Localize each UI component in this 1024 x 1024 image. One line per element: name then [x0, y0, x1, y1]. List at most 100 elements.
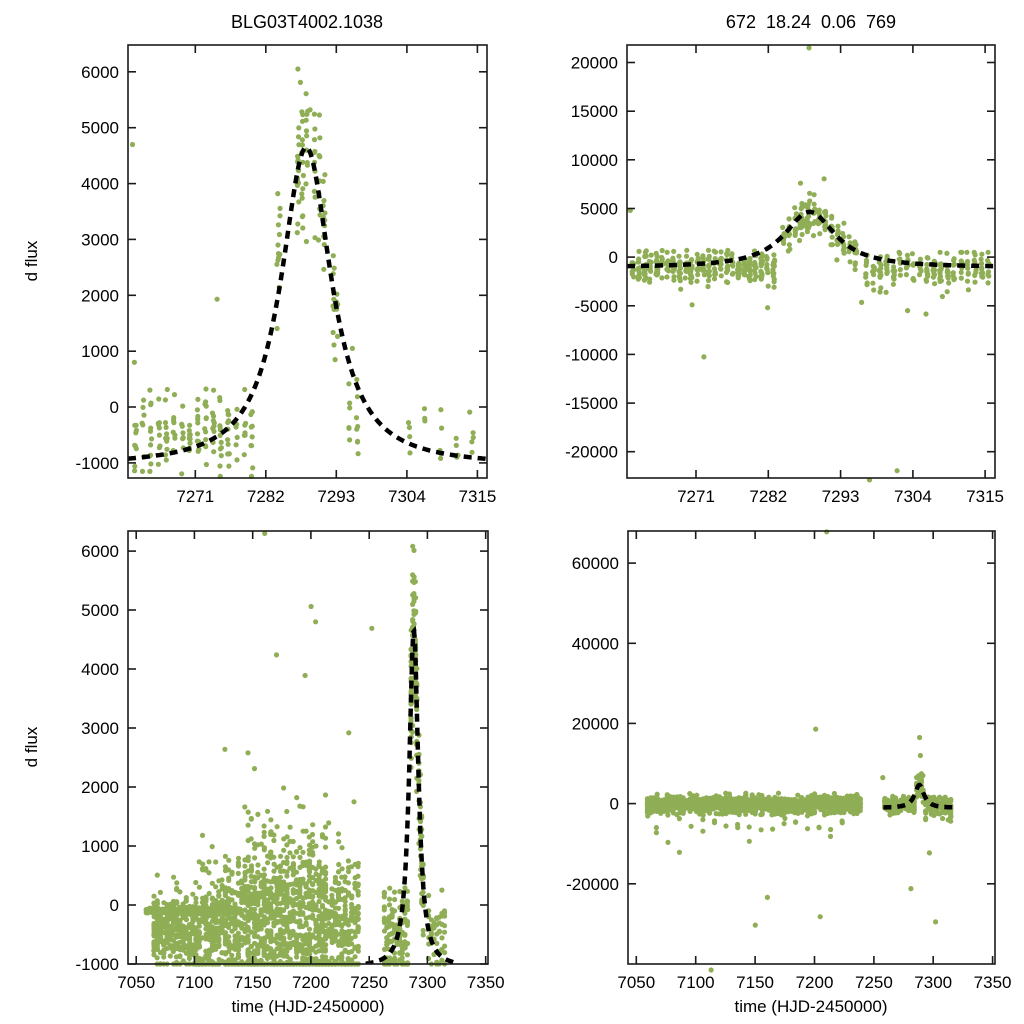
data-point	[870, 280, 876, 286]
data-point	[180, 958, 186, 964]
data-point	[469, 449, 475, 455]
data-point	[287, 850, 293, 856]
data-point	[798, 225, 804, 231]
data-point	[339, 845, 345, 851]
data-point	[163, 435, 169, 441]
data-point	[203, 866, 209, 872]
data-point	[925, 255, 931, 261]
data-point	[355, 943, 361, 950]
data-point	[268, 946, 274, 952]
data-point	[676, 253, 682, 259]
data-point	[203, 916, 209, 922]
data-point	[310, 839, 316, 845]
data-point	[225, 419, 231, 426]
data-point	[355, 873, 361, 879]
outlier-point	[821, 176, 827, 182]
data-point	[349, 901, 355, 908]
x-tick-label: 7271	[677, 487, 715, 506]
data-point	[853, 242, 859, 248]
data-point	[878, 285, 884, 291]
data-point	[659, 247, 665, 254]
data-point	[694, 266, 700, 273]
data-point	[683, 253, 690, 259]
data-point	[245, 926, 251, 932]
data-point	[404, 952, 410, 958]
data-point	[834, 241, 841, 247]
data-point	[347, 437, 353, 443]
data-point	[677, 275, 683, 281]
data-point	[346, 381, 352, 387]
data-point	[203, 903, 209, 910]
data-point	[806, 223, 813, 229]
outlier-point	[369, 625, 375, 631]
data-point	[296, 199, 302, 205]
data-point	[413, 595, 419, 601]
data-point	[294, 954, 300, 960]
data-point	[155, 461, 161, 467]
data-point	[729, 262, 736, 268]
data-point	[923, 278, 930, 284]
data-point	[326, 820, 332, 826]
data-point	[296, 125, 302, 131]
data-point	[404, 899, 410, 905]
data-point	[223, 930, 229, 936]
data-point	[985, 280, 991, 286]
data-point	[903, 272, 910, 278]
y-tick-label: 6000	[81, 542, 119, 561]
data-point	[235, 906, 242, 912]
data-point	[322, 844, 329, 850]
data-point	[335, 831, 342, 837]
data-point	[404, 888, 410, 894]
data-point	[232, 916, 238, 922]
data-point	[330, 253, 336, 259]
data-point	[307, 939, 313, 945]
y-tick-label: 0	[110, 896, 119, 915]
data-point	[290, 854, 296, 860]
data-point	[718, 266, 724, 272]
data-point	[277, 863, 283, 869]
data-point	[438, 455, 444, 461]
y-tick-label: 3000	[81, 230, 119, 249]
data-point	[252, 879, 258, 885]
data-point	[195, 413, 201, 419]
data-point	[217, 432, 223, 438]
data-point	[255, 902, 261, 908]
data-point	[852, 266, 858, 273]
data-point	[164, 446, 170, 452]
data-point	[705, 283, 711, 290]
data-point	[312, 148, 318, 155]
data-point	[275, 222, 281, 228]
data-point	[242, 430, 248, 436]
data-point	[863, 271, 869, 277]
data-point	[972, 252, 978, 258]
data-point	[229, 897, 235, 903]
data-point	[736, 267, 742, 274]
data-point	[206, 890, 212, 897]
data-point	[206, 859, 212, 865]
data-point	[287, 824, 293, 830]
data-point	[871, 287, 877, 293]
data-point	[804, 215, 811, 221]
data-point	[322, 172, 328, 178]
data-point	[345, 858, 351, 864]
outlier-point	[797, 180, 804, 186]
data-point	[420, 927, 426, 934]
data-point	[295, 153, 301, 159]
data-point	[261, 833, 267, 840]
data-point	[386, 896, 393, 902]
data-point	[304, 160, 310, 166]
data-point	[706, 273, 712, 279]
outlier-point	[295, 66, 301, 72]
data-point	[209, 880, 215, 886]
data-point	[636, 248, 642, 254]
data-point	[235, 947, 241, 953]
data-point	[817, 231, 823, 237]
data-point	[304, 133, 310, 139]
data-point	[670, 268, 676, 274]
data-point	[203, 461, 209, 468]
data-point	[846, 234, 852, 240]
axis-ticks	[128, 531, 488, 965]
data-point	[271, 854, 277, 860]
